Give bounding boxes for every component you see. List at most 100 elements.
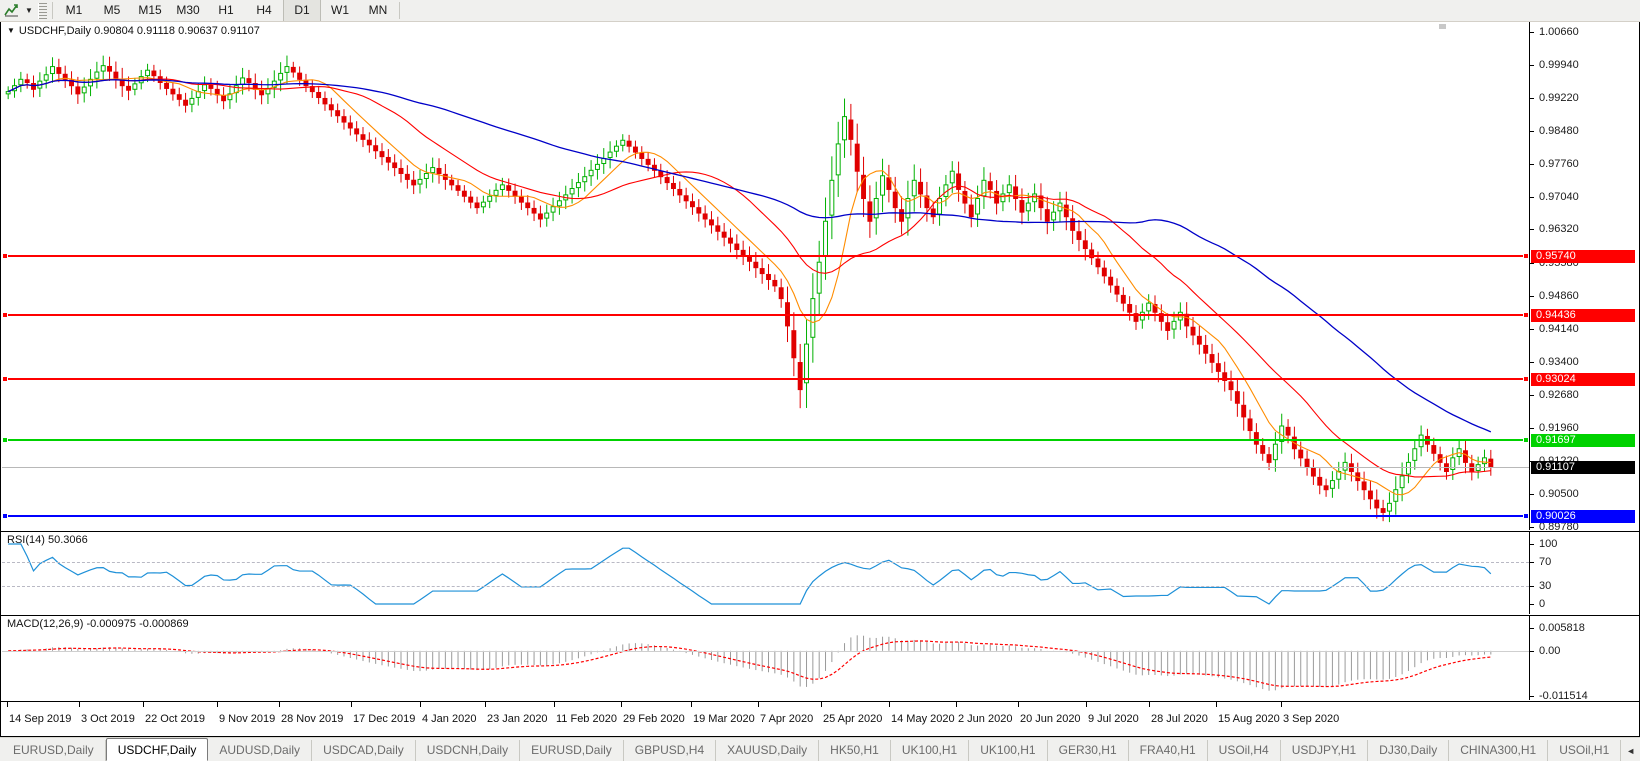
tab-list: EURUSD,Daily USDCHF,Daily AUDUSD,Daily USDC… xyxy=(2,738,1622,761)
price-badge-resistance-2[interactable]: 0.94436 xyxy=(1531,309,1635,323)
chart-tab-uk100-h1[interactable]: UK100,H1 xyxy=(969,740,1048,761)
chart-tab-gbpusd-h4[interactable]: GBPUSD,H4 xyxy=(624,740,717,761)
timeframe-button-group: M1 M5 M15 M30 H1 H4 D1 W1 MN xyxy=(55,0,397,21)
level-line-handle-right[interactable] xyxy=(1523,512,1529,519)
price-badge-resistance-1[interactable]: 0.95740 xyxy=(1531,249,1635,263)
level-line-floor-1[interactable] xyxy=(2,512,1529,519)
tab-scroll-arrows: ◄ ► xyxy=(1621,740,1640,761)
time-tick xyxy=(1216,702,1217,707)
time-tick xyxy=(554,702,555,707)
time-tick xyxy=(889,702,890,707)
level-line-handle-right[interactable] xyxy=(1523,312,1529,319)
price-plot[interactable] xyxy=(2,22,1529,530)
price-badge-resistance-3[interactable]: 0.93024 xyxy=(1531,373,1635,387)
chart-tab-usdcad-daily[interactable]: USDCAD,Daily xyxy=(312,740,416,761)
level-line-handle[interactable] xyxy=(2,436,8,443)
level-line-handle-right[interactable] xyxy=(1523,376,1529,383)
collapse-caret-icon[interactable]: ▼ xyxy=(7,26,15,35)
level-line-handle-right[interactable] xyxy=(1523,252,1529,259)
time-tick xyxy=(485,702,486,707)
macd-label: MACD(12,26,9) -0.000975 -0.000869 xyxy=(7,618,189,630)
pane-resize-handle[interactable] xyxy=(1439,24,1446,29)
chart-tab-bar[interactable]: EURUSD,Daily USDCHF,Daily AUDUSD,Daily USDC… xyxy=(0,737,1640,761)
chart-tab-hk50-h1[interactable]: HK50,H1 xyxy=(819,740,891,761)
level-line-current-price[interactable] xyxy=(2,466,1529,468)
rsi-tick-70: 70 xyxy=(1530,556,1639,568)
chart-tab-uk100-h1[interactable]: UK100,H1 xyxy=(891,740,970,761)
level-line-handle-right[interactable] xyxy=(1523,436,1529,443)
time-tick xyxy=(279,702,280,707)
price-badge-floor-1[interactable]: 0.90026 xyxy=(1531,509,1635,523)
timeframe-button-w1[interactable]: W1 xyxy=(331,3,349,17)
tab-scroll-left-icon[interactable]: ◄ xyxy=(1626,745,1636,756)
chart-tab-usdcnh-daily[interactable]: USDCNH,Daily xyxy=(416,740,521,761)
time-tick xyxy=(351,702,352,707)
timeframe-button-mn[interactable]: MN xyxy=(368,3,388,17)
chart-tab-fra40-h1[interactable]: FRA40,H1 xyxy=(1129,740,1208,761)
time-label-28-jul-2020: 28 Jul 2020 xyxy=(1151,713,1208,725)
rsi-tick-100: 100 xyxy=(1530,538,1639,550)
price-tick-0.97040: 0.97040 xyxy=(1530,191,1639,203)
chart-tab-eurusd-daily[interactable]: EURUSD,Daily xyxy=(2,740,106,761)
timeframe-button-h1[interactable]: H1 xyxy=(218,3,234,17)
macd-plot[interactable] xyxy=(2,616,1529,700)
timeframe-button-m15[interactable]: M15 xyxy=(138,3,162,17)
rsi-scale: 100 70 30 0 xyxy=(1529,532,1639,614)
price-scale[interactable]: 1.00660 0.99940 0.99220 0.98480 0.97760 0.970… xyxy=(1529,22,1639,530)
level-line-resistance-3[interactable] xyxy=(2,376,1529,383)
level-line-support-1[interactable] xyxy=(2,436,1529,443)
chart-tab-usdchf-daily[interactable]: USDCHF,Daily xyxy=(105,738,209,761)
chart-tab-eurusd-daily[interactable]: EURUSD,Daily xyxy=(520,740,624,761)
chart-tab-usoil-h1[interactable]: USOil,H1 xyxy=(1548,740,1622,761)
time-tick xyxy=(1149,702,1150,707)
chart-area[interactable]: ▼ USDCHF,Daily 0.90804 0.91118 0.90637 0.… xyxy=(0,22,1640,737)
price-tick-0.90500: 0.90500 xyxy=(1530,488,1639,500)
time-tick xyxy=(758,702,759,707)
price-pane-label: ▼ USDCHF,Daily 0.90804 0.91118 0.90637 0.… xyxy=(7,25,260,37)
price-tick-0.91960: 0.91960 xyxy=(1530,422,1639,434)
chart-tab-dj30-daily[interactable]: DJ30,Daily xyxy=(1368,740,1450,761)
time-tick xyxy=(143,702,144,707)
rsi-pane[interactable]: RSI(14) 50.3066 100 70 30 0 xyxy=(1,531,1639,614)
rsi-level-30 xyxy=(2,586,1529,587)
level-line-handle[interactable] xyxy=(2,252,8,259)
time-tick xyxy=(1281,702,1282,707)
rsi-line xyxy=(8,543,1492,605)
level-line-resistance-2[interactable] xyxy=(2,312,1529,319)
dropdown-caret-icon[interactable]: ▼ xyxy=(25,6,33,15)
chart-tab-xauusd-daily[interactable]: XAUUSD,Daily xyxy=(716,740,820,761)
timeframe-button-m1[interactable]: M1 xyxy=(65,3,83,17)
timeframe-button-m30[interactable]: M30 xyxy=(176,3,200,17)
chart-tab-china300-h1[interactable]: CHINA300,H1 xyxy=(1449,740,1549,761)
chart-tab-usdjpy-h1[interactable]: USDJPY,H1 xyxy=(1281,740,1369,761)
macd-zero-line xyxy=(2,650,1529,652)
price-tick-0.92680: 0.92680 xyxy=(1530,389,1639,401)
time-tick xyxy=(1086,702,1087,707)
level-line-resistance-1[interactable] xyxy=(2,252,1529,259)
level-line-handle[interactable] xyxy=(2,312,8,319)
rsi-tick-30: 30 xyxy=(1530,580,1639,592)
chart-tab-usoil-h4[interactable]: USOil,H4 xyxy=(1208,740,1281,761)
indicators-icon[interactable] xyxy=(0,1,22,21)
chart-tab-ger30-h1[interactable]: GER30,H1 xyxy=(1048,740,1129,761)
price-badge-current-price[interactable]: 0.91107 xyxy=(1531,460,1635,474)
toolbar-grip[interactable] xyxy=(38,2,47,19)
time-tick xyxy=(691,702,692,707)
timeframe-button-m5[interactable]: M5 xyxy=(103,3,121,17)
time-label-9-nov-2019: 9 Nov 2019 xyxy=(219,713,276,725)
time-axis[interactable]: 14 Sep 2019 3 Oct 2019 22 Oct 2019 9 Nov 20… xyxy=(1,701,1639,735)
timeframe-button-d1[interactable]: D1 xyxy=(283,0,321,21)
rsi-plot[interactable] xyxy=(2,532,1529,614)
timeframe-button-h4[interactable]: H4 xyxy=(256,3,272,17)
price-pane[interactable]: ▼ USDCHF,Daily 0.90804 0.91118 0.90637 0.… xyxy=(1,22,1639,530)
chart-tab-audusd-daily[interactable]: AUDUSD,Daily xyxy=(208,740,313,761)
macd-tick--0-011514: -0.011514 xyxy=(1530,690,1639,700)
level-line-handle[interactable] xyxy=(2,376,8,383)
level-line-handle[interactable] xyxy=(2,512,8,519)
price-tick-0.99940: 0.99940 xyxy=(1530,59,1639,71)
macd-pane[interactable]: MACD(12,26,9) -0.000975 -0.000869 0.0058… xyxy=(1,615,1639,700)
price-badge-support-1[interactable]: 0.91697 xyxy=(1531,433,1635,447)
price-tick-0.94140: 0.94140 xyxy=(1530,323,1639,335)
rsi-label: RSI(14) 50.3066 xyxy=(7,534,88,546)
